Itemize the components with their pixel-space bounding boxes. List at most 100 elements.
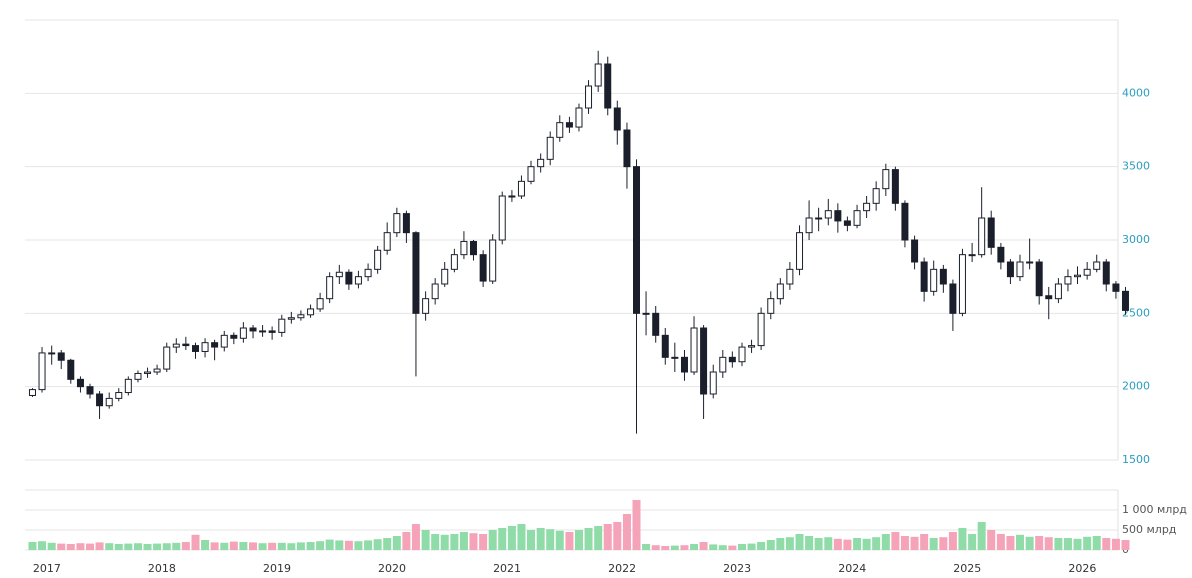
volume-bar: [527, 530, 536, 550]
x-tick-label: 2018: [148, 562, 176, 575]
candle-body: [767, 298, 775, 314]
candle-body: [709, 371, 717, 395]
volume-bar: [411, 524, 420, 550]
candle-body: [48, 352, 56, 355]
candle-body: [345, 271, 353, 285]
volume-bar: [181, 542, 190, 550]
candle-body: [450, 254, 458, 270]
candle-body: [441, 268, 449, 285]
volume-bar: [881, 534, 890, 550]
candle-body: [1054, 283, 1062, 300]
volume-bar: [86, 543, 95, 550]
candle-body: [249, 327, 257, 332]
candle-body: [153, 368, 161, 373]
candle-body: [546, 136, 554, 160]
candle-body: [239, 327, 247, 339]
volume-bar: [929, 538, 938, 550]
candle-body: [748, 345, 756, 348]
volume-bar: [584, 528, 593, 550]
candle-body: [719, 356, 727, 373]
volume-bar: [795, 534, 804, 550]
candle-body: [843, 220, 851, 226]
candle-body: [997, 246, 1005, 263]
candle-body: [230, 334, 238, 339]
candle-body: [796, 232, 804, 270]
candle-body: [824, 210, 832, 219]
volume-bar: [1054, 538, 1063, 550]
volume-bar: [757, 542, 766, 550]
candle-body: [508, 195, 516, 198]
candle-body: [949, 283, 957, 314]
y-tick-label: 3500: [1122, 160, 1150, 173]
candle-body: [517, 180, 525, 197]
candle-body: [479, 254, 487, 282]
volume-bar: [670, 545, 679, 550]
candle-body: [1093, 261, 1101, 270]
volume-bar: [1102, 538, 1111, 550]
y-tick-label: 1500: [1122, 453, 1150, 466]
candle-body: [393, 213, 401, 234]
candle-body: [201, 342, 209, 352]
candle-body: [431, 283, 439, 300]
candle-body: [815, 217, 823, 220]
volume-bar: [38, 541, 47, 550]
volume-bar: [66, 544, 75, 550]
volume-bar: [977, 522, 986, 550]
candle-body: [86, 386, 94, 395]
candle-body: [882, 169, 890, 190]
volume-bar: [603, 524, 612, 550]
volume-bar: [1044, 537, 1053, 550]
candle-body: [172, 343, 180, 348]
candle-body: [671, 356, 679, 359]
candle-body: [124, 378, 132, 394]
candle-body: [163, 346, 171, 370]
candle-body: [422, 298, 430, 314]
y-tick-label: 2500: [1122, 306, 1150, 319]
volume-bar: [153, 543, 162, 550]
candle-body: [268, 330, 276, 333]
y-tick-label: 3000: [1122, 233, 1150, 246]
volume-bar: [95, 542, 104, 550]
candle-body: [402, 213, 410, 234]
candle-body: [939, 268, 947, 285]
volume-bar: [162, 543, 171, 550]
candle-body: [1112, 283, 1120, 292]
candle-body: [623, 129, 631, 168]
volume-bar: [1063, 538, 1072, 550]
volume-bar: [296, 542, 305, 550]
volume-bar: [76, 543, 85, 550]
volume-bar: [1092, 536, 1101, 550]
volume-bar: [316, 541, 325, 550]
volume-bar: [555, 530, 564, 550]
volume-bar: [277, 542, 286, 550]
candle-body: [728, 356, 736, 363]
x-tick-label: 2017: [33, 562, 61, 575]
candle-body: [987, 217, 995, 248]
volume-bar: [105, 543, 114, 550]
candle-body: [786, 268, 794, 285]
volume-bar: [431, 534, 440, 550]
volume-bar: [459, 532, 468, 550]
x-tick-label: 2026: [1068, 562, 1096, 575]
candle-body: [575, 107, 583, 128]
candle-body: [968, 254, 976, 257]
candle-body: [144, 371, 152, 374]
candle-body: [978, 217, 986, 256]
volume-bar: [642, 544, 651, 550]
x-tick-label: 2022: [608, 562, 636, 575]
volume-bar: [766, 540, 775, 550]
candle-body: [1026, 261, 1034, 264]
volume-bar: [824, 537, 833, 550]
volume-bar: [28, 542, 37, 550]
candle-body: [383, 232, 391, 251]
volume-bar: [220, 542, 229, 550]
volume-bar: [814, 538, 823, 550]
candle-body: [259, 330, 267, 333]
candle-body: [565, 122, 573, 128]
candle-body: [38, 352, 46, 391]
volume-bar: [728, 545, 737, 550]
volume-bar: [469, 533, 478, 550]
candle-body: [633, 166, 641, 314]
x-tick-label: 2025: [953, 562, 981, 575]
